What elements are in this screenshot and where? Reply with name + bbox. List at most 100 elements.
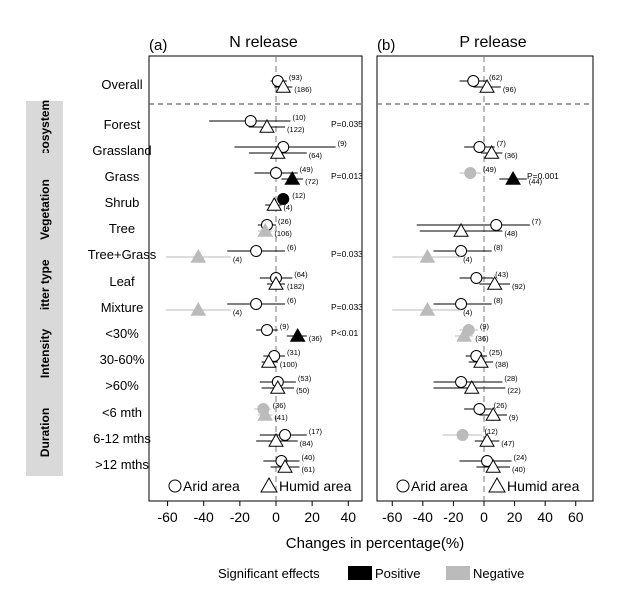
arid-marker [455,376,468,388]
sample-size-label: (7) [497,139,507,148]
row-labels: Overall Forest Grassland Grass Shrub Tree Tree… [88,77,157,472]
row-label: Overall [101,77,142,92]
humid-marker [257,406,274,421]
sample-size-label: (53) [298,374,312,383]
humid-marker [284,170,301,185]
x-tick-label: 40 [537,509,553,525]
row-label: Mixture [101,300,144,315]
sample-size-label: (26) [278,217,292,226]
humid-marker [269,379,286,394]
humid-marker [485,458,502,473]
humid-marker [479,78,495,93]
humid-marker [260,353,277,368]
sample-size-label: (106) [274,229,292,238]
humid-marker [483,144,500,159]
x-axis-label: Changes in percentage(%) [286,535,464,552]
row-label: Leaf [109,274,135,289]
positive-legend-label: Positive [375,566,421,581]
sample-size-label: (36) [309,334,323,343]
row-label: <6 mth [102,405,142,420]
arid-legend-label: Arid area [411,478,468,494]
group-label: Vegetation [38,179,52,240]
sample-size-label: (44) [529,177,543,186]
sample-size-label: (9) [338,139,348,148]
sample-size-label: (7) [532,217,542,226]
sample-size-label: (8) [494,296,504,305]
humid-marker [257,222,274,237]
row-label: 6-12 mths [93,431,151,446]
sample-size-label: (24) [514,453,528,462]
humid-marker [268,275,284,290]
sample-size-label: (84) [300,439,314,448]
humid-marker [277,458,293,473]
sample-size-label: (8) [494,243,504,252]
row-label: >12 mths [95,457,149,472]
humid-marker [266,196,283,211]
panel-title: N release [229,34,298,51]
panel-n-release: -60 -40 -20 0 20 40 (a) N release (93) (186) (10) (… [148,34,363,525]
sample-size-label: (41) [274,413,288,422]
x-tick-label: 0 [272,509,280,525]
sample-size-label: (9) [280,322,290,331]
arid-legend-marker [168,479,182,493]
row-label: Grass [105,169,140,184]
group-label: Intensity [38,329,52,379]
sample-size-label: (6) [287,243,297,252]
panel-label: (b) [377,37,395,54]
humid-marker [505,170,521,185]
sample-size-label: (10) [292,113,306,122]
sample-size-label: (47) [501,439,515,448]
arid-marker [467,75,480,87]
sample-size-label: (62) [489,73,503,82]
sample-size-label: (36) [273,401,287,410]
sample-size-label: (49) [483,165,497,174]
sample-size-label: (49) [300,165,314,174]
humid-marker [463,379,480,394]
sample-size-label: (48) [504,229,518,238]
group-box [26,258,63,319]
humid-marker [275,78,292,93]
negative-swatch [446,566,470,580]
panel-title: P release [459,34,526,51]
panel-p-release: -60 -40 -20 0 20 40 60 (b) P release (62)(96) (7) (… [376,34,594,525]
group-box [26,153,63,266]
sample-size-label: (61) [301,465,315,474]
plot-frame [148,55,363,502]
p-value-label: P=0.033 [331,302,363,312]
sample-size-label: (9) [480,322,490,331]
sample-size-label: (72) [305,177,319,186]
sample-size-label: (36) [504,151,518,160]
x-tick-label: 60 [568,509,584,525]
row-group-labels: Ecosystem Vegetation Litter type Intensity D… [26,100,63,476]
row-label: Tree [109,221,135,236]
group-label: Litter type [38,259,52,317]
p-value-label: P<0.01 [331,328,358,338]
p-value-label: P=0.035 [331,119,363,129]
group-box [26,389,63,476]
significance-legend-title: Significant effects [218,566,320,581]
panel-label: (a) [149,37,167,54]
sample-size-label: (22) [507,386,521,395]
group-label: Ecosystem [38,100,52,163]
row-label: Forest [104,117,141,132]
arid-legend-marker [396,479,410,493]
humid-marker [479,432,495,447]
sample-size-label: (12) [292,191,306,200]
x-tick-label: 0 [480,509,488,525]
sample-size-label: (64) [309,151,323,160]
sample-size-label: (186) [294,85,312,94]
x-tick-label: -60 [382,509,402,525]
sample-size-label: (92) [512,282,526,291]
humid-legend-marker [260,476,278,493]
sample-size-label: (28) [504,374,518,383]
sample-size-label: (64) [294,270,308,279]
arid-marker [456,429,469,441]
sample-size-label: (4) [463,308,473,317]
row-label: Shrub [105,195,140,210]
sample-size-label: (40) [301,453,315,462]
row-label: Tree+Grass [88,247,157,262]
sample-size-label: (4) [233,308,243,317]
x-tick-label: -60 [157,509,177,525]
arid-marker [473,403,486,415]
